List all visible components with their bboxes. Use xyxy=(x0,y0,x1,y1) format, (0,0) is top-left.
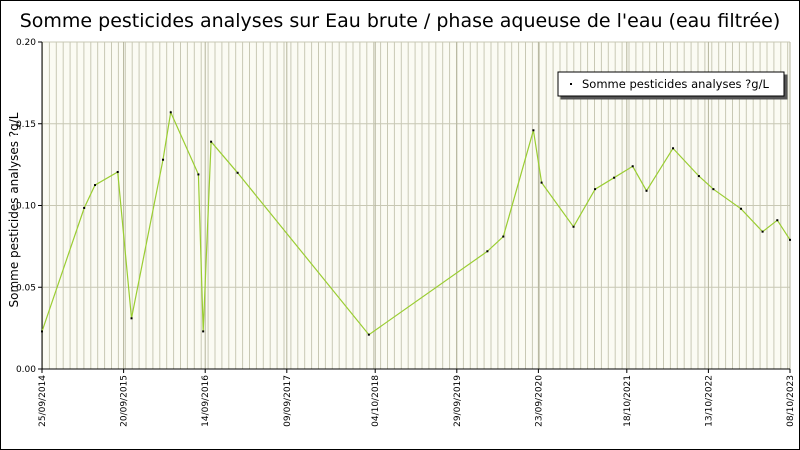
series-line xyxy=(41,110,791,336)
point xyxy=(789,238,791,241)
point xyxy=(712,188,715,191)
x-tick-label: 14/09/2016 xyxy=(201,375,211,427)
x-tick-label: 08/10/2023 xyxy=(786,375,796,427)
legend-box xyxy=(557,71,785,97)
y-tick-label: 0.20 xyxy=(16,38,36,48)
y-tick-label: 0.00 xyxy=(16,365,36,375)
y-tick-label: 0.15 xyxy=(16,120,36,130)
point xyxy=(169,111,172,114)
legend-label: Somme pesticides analyses ?g/L xyxy=(582,77,769,91)
chart-title: Somme pesticides analyses sur Eau brute … xyxy=(20,10,781,32)
point xyxy=(631,165,634,168)
x-tick-label: 25/09/2014 xyxy=(38,375,48,427)
point xyxy=(130,317,133,320)
y-axis-label: Somme pesticides analyses ?g/L xyxy=(7,112,21,307)
point xyxy=(41,330,43,333)
point xyxy=(197,173,200,176)
point xyxy=(486,250,489,253)
x-tick-label: 18/10/2021 xyxy=(623,375,633,427)
point xyxy=(540,181,543,184)
point xyxy=(572,225,575,228)
point xyxy=(645,189,648,192)
point xyxy=(202,330,205,333)
point xyxy=(367,333,370,336)
x-tick-label: 13/10/2022 xyxy=(704,375,714,427)
point xyxy=(236,171,239,174)
point xyxy=(776,219,779,222)
point xyxy=(672,147,675,150)
point xyxy=(94,184,97,187)
x-tick-label: 29/09/2019 xyxy=(453,375,463,427)
point xyxy=(613,176,616,179)
point xyxy=(162,158,165,161)
point xyxy=(116,170,119,173)
y-tick-label: 0.05 xyxy=(16,283,36,293)
x-tick-label: 09/09/2017 xyxy=(283,375,293,427)
x-tick-label: 04/10/2018 xyxy=(371,375,381,427)
x-tick-label: 20/09/2015 xyxy=(120,375,130,427)
x-tick-label: 23/09/2020 xyxy=(534,375,544,427)
point xyxy=(740,207,743,210)
legend-marker xyxy=(570,83,572,85)
plot: 0.00 0.05 0.10 0.15 0.20 25/09/2014 20/09/2015… xyxy=(16,38,796,427)
point xyxy=(532,129,535,132)
point xyxy=(210,140,213,143)
point xyxy=(594,188,597,191)
point xyxy=(697,175,700,178)
point xyxy=(83,206,86,209)
y-tick-label: 0.10 xyxy=(16,202,36,212)
point xyxy=(761,230,764,233)
point xyxy=(502,235,505,238)
